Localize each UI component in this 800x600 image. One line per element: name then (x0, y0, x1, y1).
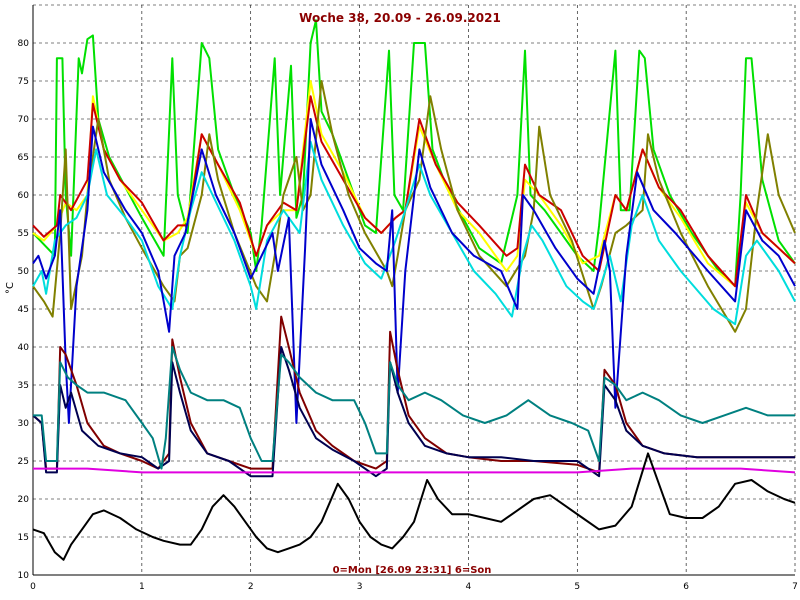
y-tick-label-7: 45 (18, 305, 29, 315)
series-line-9 (33, 467, 796, 474)
x-tick-label-1: 1 (139, 582, 145, 592)
y-tick-label-13: 75 (18, 77, 29, 87)
y-tick-label-0: 10 (18, 571, 30, 581)
y-tick-label-6: 40 (18, 343, 30, 353)
x-tick-label-7: 7 (792, 582, 798, 592)
y-tick-label-5: 35 (18, 381, 29, 391)
series-line-2 (32, 95, 796, 288)
y-tick-label-8: 50 (18, 267, 30, 277)
y-tick-label-11: 65 (18, 153, 29, 163)
x-tick-label-2: 2 (248, 582, 254, 592)
y-axis-label: °C (5, 282, 16, 294)
chart-title: Woche 38, 20.09 - 26.09.2021 (299, 11, 501, 25)
axes (32, 5, 795, 576)
series-line-4 (32, 140, 796, 326)
x-axis-label: 0=Mon [26.09 23:31] 6=Son (333, 565, 492, 576)
x-tick-label-3: 3 (357, 582, 363, 592)
x-tick-label-4: 4 (466, 582, 472, 592)
series-line-10 (32, 452, 796, 561)
series-line-8 (33, 346, 795, 470)
x-tick-label-0: 0 (30, 582, 36, 592)
x-tick-label-5: 5 (574, 582, 580, 592)
x-tick-label-6: 6 (683, 582, 689, 592)
y-tick-label-4: 30 (18, 419, 30, 429)
y-tick-label-9: 55 (18, 229, 29, 239)
series-line-5 (32, 118, 796, 424)
y-tick-label-10: 60 (18, 191, 30, 201)
y-tick-label-14: 80 (18, 39, 30, 49)
y-tick-label-1: 15 (18, 533, 29, 543)
y-tick-label-12: 70 (18, 115, 30, 125)
y-tick-label-2: 20 (18, 495, 30, 505)
series (32, 19, 796, 561)
y-tick-label-3: 25 (18, 457, 29, 467)
